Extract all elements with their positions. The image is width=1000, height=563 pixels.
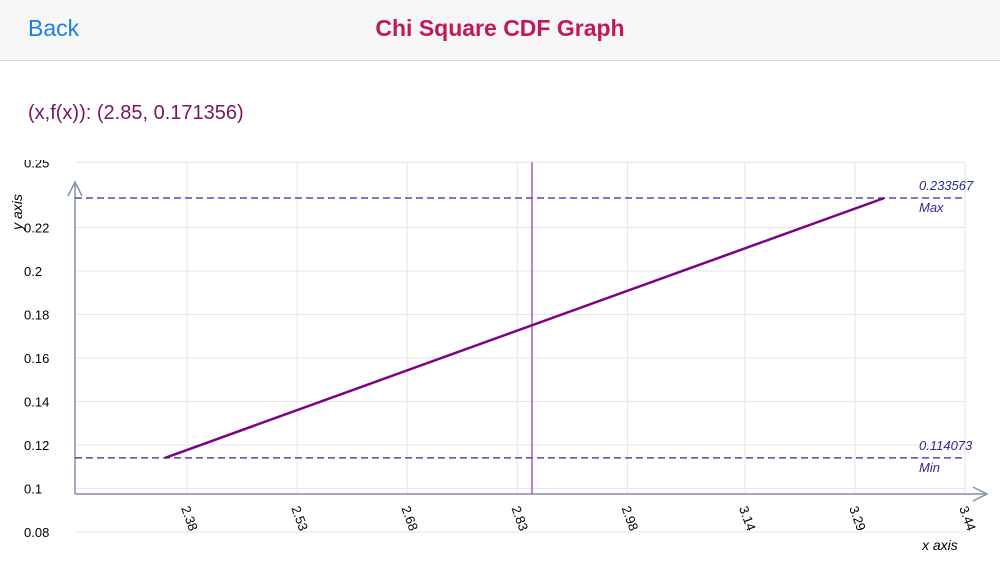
x-tick-label: 3.29 [846,504,869,533]
y-tick-label: 0.22 [24,221,49,236]
y-tick-label: 0.1 [24,482,42,497]
navigation-bar: Back Chi Square CDF Graph [0,0,1000,61]
x-tick-label: 2.83 [509,504,532,533]
y-tick-label: 0.16 [24,351,49,366]
x-tick-label: 2.38 [178,504,201,533]
page-title: Chi Square CDF Graph [375,15,625,41]
y-tick-label: 0.12 [24,438,49,453]
reference-label-max: Max [919,200,944,215]
y-tick-label: 0.2 [24,264,42,279]
cdf-curve [164,196,885,460]
y-tick-label: 0.14 [24,395,49,410]
x-tick-label: 3.14 [736,504,759,533]
x-tick-label: 3.44 [956,504,979,533]
y-tick-label: 0.08 [24,525,49,540]
point-readout: (x,f(x)): (2.85, 0.171356) [28,102,244,124]
x-tick-label: 2.53 [288,504,311,533]
reference-value-max: 0.233567 [919,178,974,193]
reference-value-min: 0.114073 [919,438,973,453]
x-axis-arrow-icon [972,486,989,502]
y-axis-arrow-icon [67,180,83,197]
y-tick-label: 0.18 [24,308,49,323]
y-axis-title: y axis [9,194,25,231]
back-button[interactable]: Back [28,15,80,41]
x-tick-label: 2.98 [619,504,642,533]
x-axis-title: x axis [921,537,958,553]
y-tick-label: 0.25 [24,160,49,170]
reference-label-min: Min [919,460,940,475]
cdf-chart[interactable]: 0.08 0.1 0.12 0.14 0.16 0.18 0.2 0.22 0.25 2.38 2.… [0,160,1000,563]
x-tick-label: 2.68 [398,504,421,533]
